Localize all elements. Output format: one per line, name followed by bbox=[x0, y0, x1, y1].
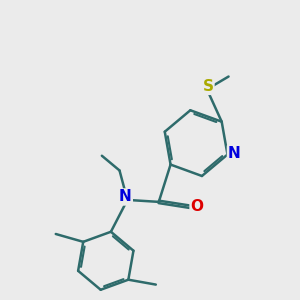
Text: N: N bbox=[119, 190, 132, 205]
Text: O: O bbox=[190, 199, 204, 214]
Text: S: S bbox=[202, 79, 214, 94]
Text: N: N bbox=[228, 146, 241, 161]
